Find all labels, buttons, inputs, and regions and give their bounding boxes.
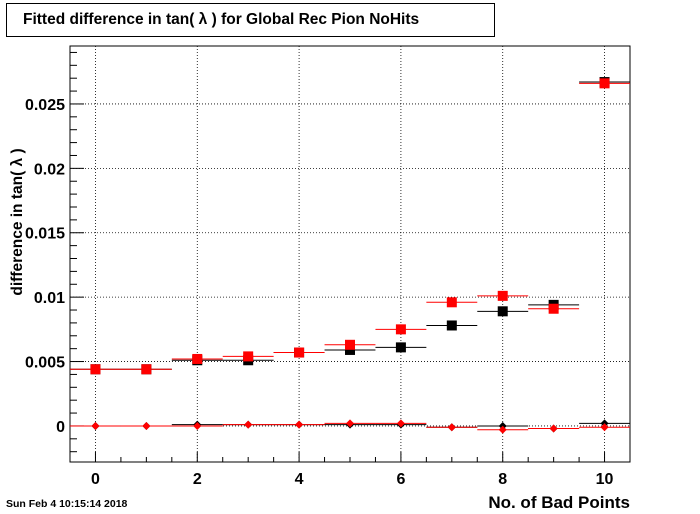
diamond-marker <box>549 424 558 433</box>
timestamp: Sun Feb 4 10:15:14 2018 <box>6 498 128 510</box>
x-tick-label: 2 <box>193 471 202 488</box>
square-marker <box>243 351 254 362</box>
square-marker <box>497 306 508 317</box>
y-tick-label: 0.015 <box>25 226 65 243</box>
axes <box>69 45 631 463</box>
square-marker <box>497 290 508 301</box>
diamond-marker <box>295 420 304 429</box>
square-marker <box>599 78 610 89</box>
tick-labels: 0 2 4 6 8 10 0 0.005 0.01 0.015 0.02 0.025 <box>25 97 614 488</box>
square-marker <box>395 342 406 353</box>
x-tick-label: 8 <box>498 471 507 488</box>
grid-lines <box>70 46 630 462</box>
y-tick-label: 0.025 <box>25 97 65 114</box>
x-tick-label: 10 <box>596 471 614 488</box>
square-marker <box>446 297 457 308</box>
series-2 <box>70 78 630 375</box>
plot-frame <box>69 45 631 463</box>
diamond-marker <box>193 421 202 430</box>
diamond-marker <box>346 419 354 428</box>
data-series <box>70 77 630 434</box>
chart-title-box: Fitted difference in tan( λ ) for Global… <box>6 3 495 37</box>
diamond-marker <box>498 425 507 434</box>
x-tick-label: 6 <box>396 471 405 488</box>
square-marker <box>345 339 355 350</box>
x-axis-label: No. of Bad Points <box>488 493 630 512</box>
square-marker <box>90 364 101 375</box>
chart-title: Fitted difference in tan( λ ) for Global… <box>23 11 420 28</box>
square-marker <box>294 347 305 358</box>
x-tick-label: 4 <box>295 471 304 488</box>
y-tick-label: 0.02 <box>34 161 65 178</box>
series-4 <box>70 419 630 434</box>
y-tick-label: 0.005 <box>25 355 65 372</box>
square-marker <box>192 353 203 364</box>
diamond-marker <box>600 423 609 432</box>
diamond-marker <box>91 421 100 430</box>
y-tick-label: 0.01 <box>34 290 65 307</box>
diamond-marker <box>142 421 151 430</box>
square-marker <box>141 364 152 375</box>
diamond-marker <box>244 420 253 429</box>
square-marker <box>395 324 406 335</box>
square-marker <box>345 344 355 355</box>
square-marker <box>548 303 559 314</box>
y-axis-label: difference in tan( λ ) <box>9 148 26 296</box>
diamond-marker <box>447 423 456 432</box>
series-1 <box>70 77 630 375</box>
diamond-marker <box>396 419 405 428</box>
x-tick-label: 0 <box>91 471 100 488</box>
y-tick-label: 0 <box>56 419 65 436</box>
square-marker <box>446 320 457 331</box>
